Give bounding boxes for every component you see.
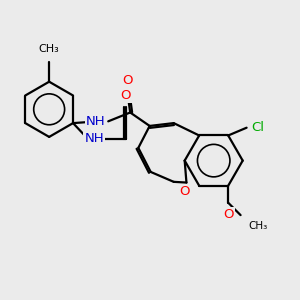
Text: NH: NH	[84, 132, 104, 145]
Text: CH₃: CH₃	[249, 221, 268, 231]
Text: Cl: Cl	[251, 121, 264, 134]
Text: O: O	[179, 185, 190, 198]
Text: O: O	[223, 208, 233, 221]
Text: CH₃: CH₃	[39, 44, 59, 55]
Text: O: O	[122, 74, 133, 87]
Text: NH: NH	[86, 115, 105, 128]
Text: O: O	[121, 88, 131, 101]
